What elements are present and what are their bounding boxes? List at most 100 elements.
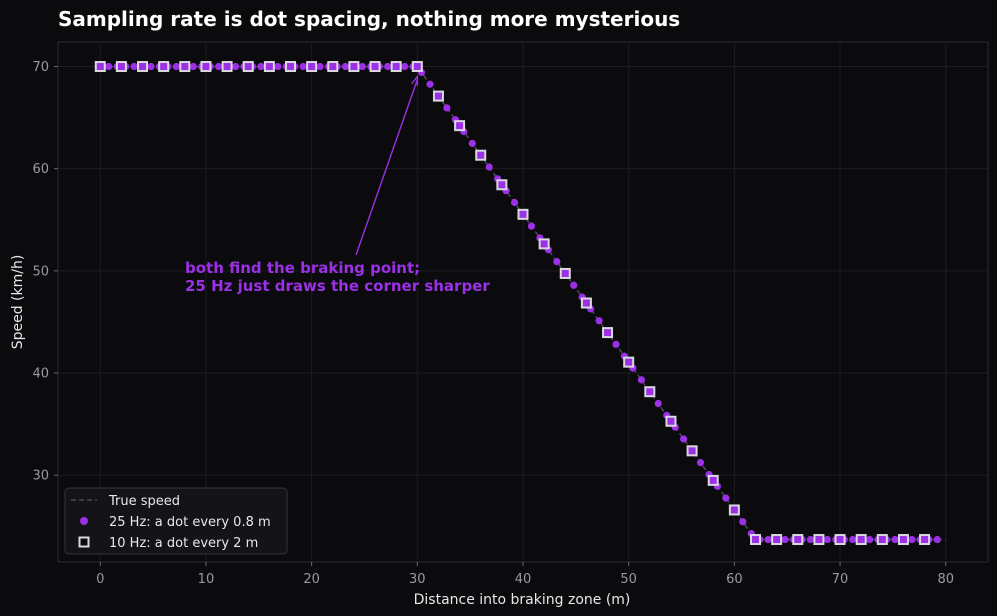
data-point-10hz	[454, 120, 466, 132]
data-point-10hz	[919, 534, 931, 546]
data-point-10hz	[115, 61, 127, 73]
data-point-25hz	[172, 62, 180, 71]
data-point-10hz	[390, 61, 402, 73]
data-point-25hz	[358, 62, 366, 71]
y-axis-label: Speed (km/h)	[10, 255, 26, 350]
y-tick-label: 40	[32, 367, 49, 382]
data-point-25hz	[764, 535, 772, 544]
data-point-25hz	[654, 399, 662, 408]
data-point-10hz	[623, 356, 635, 368]
data-point-10hz	[644, 386, 656, 398]
data-point-10hz	[813, 534, 825, 546]
legend-25hz-label: 25 Hz: a dot every 0.8 m	[109, 515, 271, 530]
data-point-25hz	[231, 62, 240, 71]
data-point-10hz	[559, 267, 571, 279]
data-point-10hz	[369, 61, 381, 73]
data-point-25hz	[147, 62, 155, 71]
data-point-10hz	[665, 415, 677, 427]
data-point-10hz	[834, 534, 846, 546]
series-10hz	[94, 61, 931, 546]
data-point-10hz	[792, 534, 804, 546]
data-point-25hz	[739, 518, 747, 526]
x-tick-label: 30	[409, 572, 426, 587]
data-point-10hz	[580, 297, 592, 309]
data-point-10hz	[158, 61, 170, 73]
data-point-10hz	[263, 61, 275, 73]
data-point-10hz	[897, 534, 909, 546]
data-point-10hz	[411, 61, 423, 73]
data-point-25hz	[637, 376, 645, 384]
data-point-25hz	[806, 535, 815, 544]
data-point-10hz	[750, 534, 761, 546]
data-point-25hz	[553, 258, 561, 266]
x-tick-label: 50	[620, 572, 637, 587]
data-point-10hz	[876, 534, 888, 546]
legend-true-speed-label: True speed	[108, 494, 180, 509]
annotation-line-1: both find the braking point;	[185, 259, 420, 277]
y-tick-label: 30	[32, 469, 49, 484]
data-point-10hz	[137, 61, 149, 73]
data-point-25hz	[105, 62, 113, 71]
data-point-10hz	[432, 90, 444, 102]
data-point-25hz	[933, 535, 941, 544]
data-point-25hz	[189, 62, 197, 71]
annotation-arrowhead	[411, 74, 419, 86]
data-point-25hz	[891, 535, 899, 544]
x-tick-label: 60	[726, 572, 743, 587]
data-point-25hz	[274, 62, 282, 71]
grid	[58, 42, 988, 562]
data-point-25hz	[823, 535, 831, 544]
data-point-10hz	[496, 179, 508, 191]
data-point-25hz	[722, 494, 730, 502]
x-tick-label: 70	[832, 572, 849, 587]
data-point-25hz	[316, 62, 324, 71]
data-point-10hz	[285, 61, 296, 73]
legend-10hz-label: 10 Hz: a dot every 2 m	[109, 536, 258, 551]
data-point-25hz	[570, 281, 578, 289]
data-point-25hz	[696, 459, 705, 467]
data-point-10hz	[538, 238, 550, 250]
data-point-10hz	[771, 534, 783, 546]
data-point-25hz	[443, 104, 451, 112]
chart-title: Sampling rate is dot spacing, nothing mo…	[58, 7, 680, 31]
x-tick-label: 0	[96, 572, 104, 587]
x-tick-label: 10	[198, 572, 215, 587]
data-point-25hz	[257, 62, 265, 71]
annotation-text: both find the braking point; 25 Hz just …	[185, 259, 490, 295]
x-tick-label: 20	[303, 572, 320, 587]
axis-ticks: 0 10 20 30 40 50 60 70 80 30 40 50 60 70	[32, 60, 954, 587]
data-point-25hz	[341, 62, 350, 71]
data-point-10hz	[327, 61, 339, 73]
data-point-10hz	[855, 534, 867, 546]
x-tick-label: 40	[515, 572, 532, 587]
data-point-25hz	[485, 163, 493, 171]
x-axis-label: Distance into braking zone (m)	[414, 592, 631, 608]
data-point-10hz	[94, 61, 106, 73]
data-point-10hz	[179, 61, 191, 73]
data-point-10hz	[707, 474, 719, 486]
data-point-25hz	[468, 139, 476, 147]
data-point-10hz	[517, 208, 529, 220]
data-point-25hz	[510, 198, 519, 207]
data-point-25hz	[401, 62, 409, 71]
data-point-25hz	[426, 80, 434, 88]
data-point-25hz	[130, 62, 138, 71]
legend-25hz-swatch	[80, 517, 88, 525]
data-point-25hz	[384, 62, 392, 71]
data-point-25hz	[215, 62, 223, 71]
data-point-10hz	[348, 61, 360, 73]
y-tick-label: 60	[32, 162, 49, 177]
data-point-10hz	[728, 504, 740, 516]
data-point-10hz	[242, 61, 254, 73]
y-tick-label: 50	[32, 264, 49, 279]
data-point-10hz	[475, 149, 487, 161]
data-point-25hz	[299, 62, 307, 71]
data-point-10hz	[686, 445, 698, 457]
legend-10hz-swatch	[78, 536, 90, 548]
data-point-25hz	[866, 535, 874, 544]
data-point-25hz	[612, 340, 620, 349]
annotation-line-2: 25 Hz just draws the corner sharper	[185, 277, 490, 295]
legend: True speed 25 Hz: a dot every 0.8 m 10 H…	[64, 487, 288, 555]
data-point-25hz	[595, 317, 603, 325]
